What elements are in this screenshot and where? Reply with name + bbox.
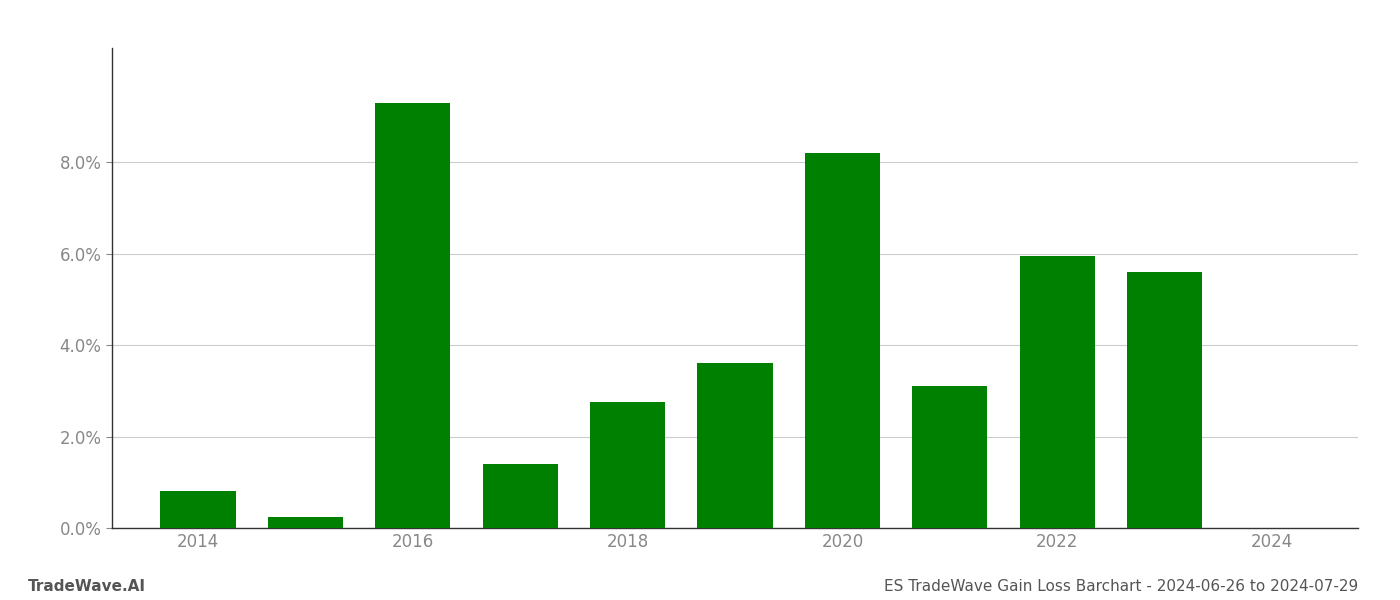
Bar (1019, 256, 1095, 528)
Text: TradeWave.AI: TradeWave.AI (28, 579, 146, 594)
Bar (483, 464, 557, 528)
Bar (805, 153, 881, 528)
Bar (1127, 272, 1203, 528)
Bar (375, 103, 451, 528)
Bar (913, 386, 987, 528)
Bar (697, 364, 773, 528)
Text: ES TradeWave Gain Loss Barchart - 2024-06-26 to 2024-07-29: ES TradeWave Gain Loss Barchart - 2024-0… (883, 579, 1358, 594)
Bar (267, 517, 343, 528)
Bar (589, 402, 665, 528)
Bar (161, 491, 235, 528)
